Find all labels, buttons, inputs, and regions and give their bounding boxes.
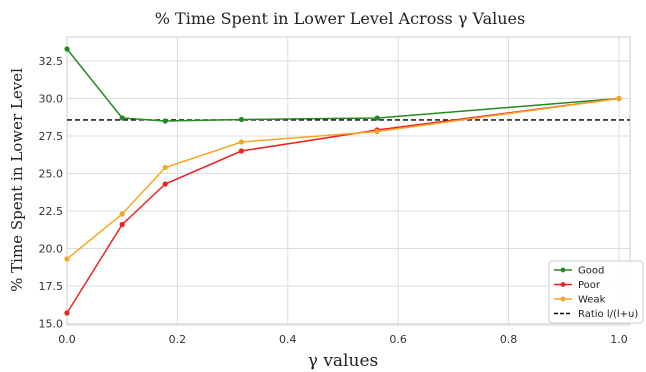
y-tick-label: 15.0 [39, 318, 64, 331]
data-point-weak [119, 211, 125, 217]
data-point-good [238, 116, 245, 123]
data-point-poor [238, 148, 245, 154]
y-tick-label: 32.5 [39, 55, 64, 68]
y-tick-label: 27.5 [39, 130, 64, 143]
x-axis-label: γ values [308, 351, 378, 371]
legend: Good Poor Weak Ratio l/(l+u) [548, 260, 644, 324]
y-tick-label: 22.5 [39, 205, 64, 218]
y-tick-label: 20.0 [39, 243, 64, 256]
series-line-good [66, 48, 620, 122]
y-axis-label: % Time Spent in Lower Level [8, 68, 26, 292]
data-point-weak [162, 164, 168, 171]
legend-label-good: Good [578, 266, 604, 277]
y-tick-label: 30.0 [39, 93, 64, 106]
data-point-poor [119, 221, 125, 228]
x-axis-ticks: 0.0 0.2 0.4 0.6 0.8 1.0 [58, 333, 627, 346]
x-tick-label: 1.0 [610, 333, 628, 346]
data-point-weak [374, 128, 380, 135]
y-tick-label: 17.5 [39, 280, 64, 293]
data-point-good [64, 46, 70, 52]
legend-marker-good [560, 267, 566, 273]
legend-box [548, 260, 644, 324]
y-axis-ticks: 15.0 17.5 20.0 22.5 25.0 27.5 30.0 32.5 [39, 55, 64, 331]
data-point-poor [64, 310, 70, 316]
grid [66, 37, 630, 325]
series-group [64, 46, 622, 316]
legend-label-weak: Weak [578, 295, 606, 306]
legend-marker-poor [560, 282, 566, 287]
data-point-weak [238, 139, 245, 145]
x-tick-label: 0.0 [58, 333, 76, 346]
series-line-poor [66, 97, 620, 314]
x-tick-label: 0.4 [279, 333, 297, 346]
data-point-good [119, 115, 125, 121]
x-tick-label: 0.6 [389, 333, 407, 346]
legend-marker-weak [560, 296, 566, 302]
x-tick-label: 0.8 [500, 333, 518, 346]
data-point-weak [616, 95, 622, 102]
legend-label-ratio-l-l-u-: Ratio l/(l+u) [578, 309, 638, 320]
x-tick-label: 0.2 [169, 333, 187, 346]
data-point-good [162, 118, 168, 124]
legend-label-poor: Poor [578, 280, 601, 291]
chart-title: % Time Spent in Lower Level Across γ Val… [155, 9, 525, 28]
data-point-good [374, 115, 380, 121]
data-point-poor [162, 181, 168, 187]
plot-frame [66, 36, 631, 326]
series-line-weak [66, 97, 620, 260]
y-tick-label: 25.0 [39, 168, 64, 181]
data-point-weak [64, 256, 70, 262]
